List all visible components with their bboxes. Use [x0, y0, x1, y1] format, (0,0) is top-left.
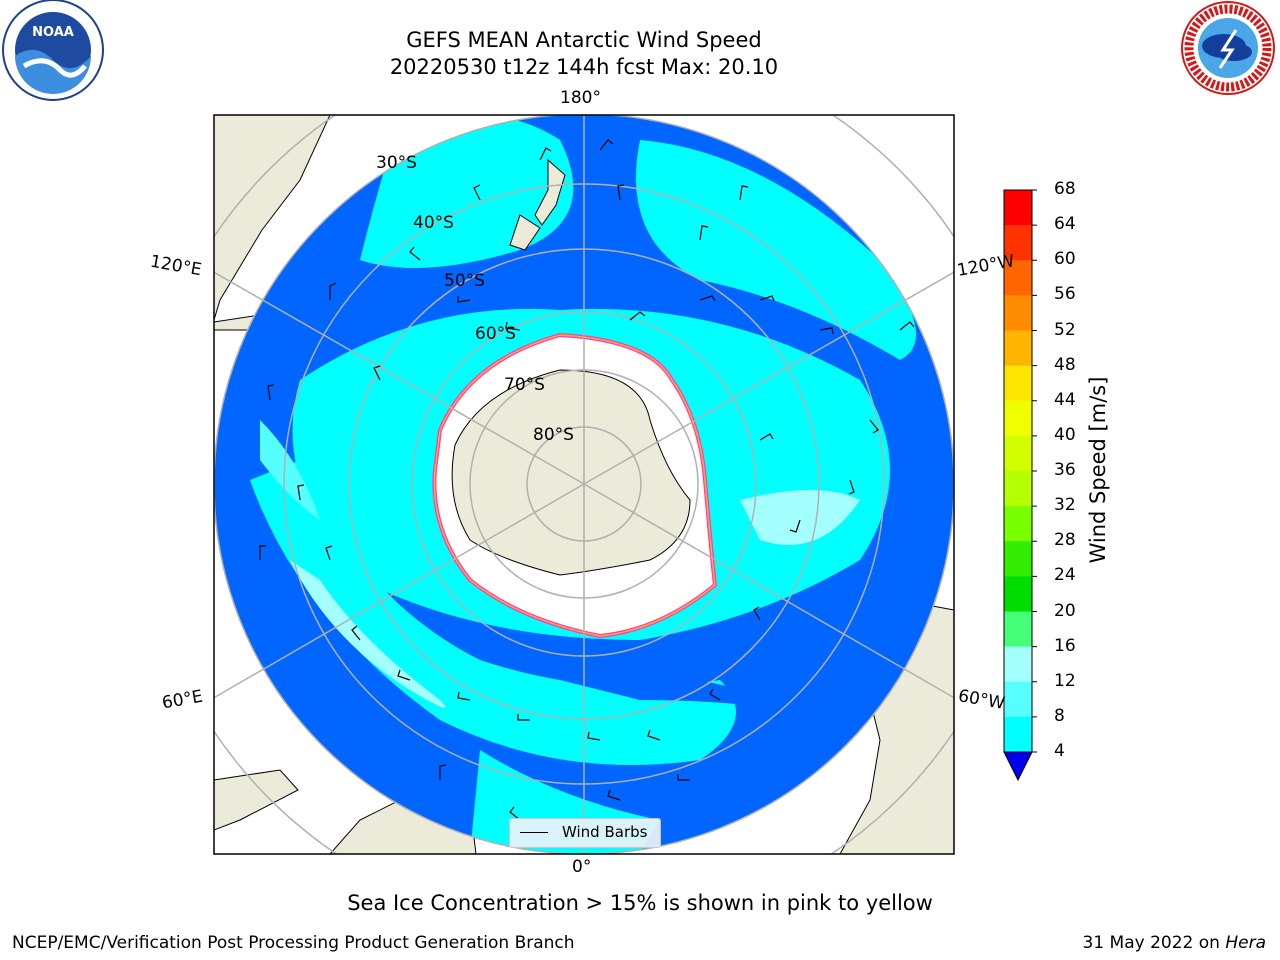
colorbar-segment	[1004, 365, 1032, 402]
colorbar-tick-label: 20	[1054, 600, 1076, 621]
nws-logo-icon	[1181, 1, 1275, 95]
colorbar-segment	[1004, 646, 1032, 683]
colorbar-tick-label: 12	[1054, 670, 1076, 691]
colorbar-tick-label: 56	[1054, 284, 1076, 305]
colorbar-tick-label: 60	[1054, 249, 1076, 270]
colorbar-label: Wind Speed [m/s]	[1086, 376, 1110, 564]
colorbar-segment	[1004, 190, 1032, 226]
colorbar-segment	[1004, 225, 1032, 261]
footer-branch: NCEP/EMC/Verification Post Processing Pr…	[12, 933, 575, 953]
legend-label: Wind Barbs	[562, 823, 648, 841]
colorbar-segment	[1004, 506, 1032, 542]
lat-label-80s: 80°S	[533, 425, 574, 445]
colorbar-segment	[1004, 611, 1032, 648]
chart-title: GEFS MEAN Antarctic Wind Speed	[406, 28, 762, 52]
colorbar-segment	[1004, 260, 1032, 296]
colorbar	[1003, 189, 1037, 782]
colorbar-segment	[1004, 681, 1032, 718]
colorbar-extend-arrow	[1003, 751, 1033, 782]
colorbar-segment	[1004, 400, 1032, 437]
colorbar-tick-label: 4	[1054, 741, 1065, 761]
colorbar-tick-label: 24	[1054, 565, 1076, 586]
colorbar-tick-label: 52	[1054, 319, 1076, 340]
lat-label-40s: 40°S	[413, 213, 454, 233]
colorbar-tick-label: 44	[1054, 389, 1076, 410]
colorbar-tick-label: 68	[1054, 179, 1076, 199]
chart-subtitle: 20220530 t12z 144h fcst Max: 20.10	[389, 55, 779, 79]
lat-label-50s: 50°S	[444, 271, 485, 291]
noaa-logo-text: NOAA	[32, 25, 74, 40]
colorbar-segment	[1004, 435, 1032, 472]
colorbar-segment	[1004, 541, 1032, 577]
footer-date: 31 May 2022 on Hera	[1083, 933, 1267, 953]
lat-label-30s: 30°S	[376, 153, 417, 173]
colorbar-tick-label: 8	[1054, 705, 1065, 726]
footer-system: Hera	[1225, 933, 1266, 953]
lat-label-70s: 70°S	[504, 375, 545, 395]
colorbar-segment	[1004, 295, 1032, 331]
colorbar-tick-label: 40	[1054, 424, 1076, 445]
colorbar-tick-label: 64	[1054, 214, 1076, 235]
lon-label-top: 180°	[560, 88, 601, 108]
colorbar-segment	[1004, 716, 1032, 753]
colorbar-segment	[1004, 576, 1032, 612]
sea-ice-caption: Sea Ice Concentration > 15% is shown in …	[347, 891, 933, 915]
lon-label-bottom: 0°	[572, 857, 592, 877]
colorbar-tick-label: 32	[1054, 495, 1076, 516]
colorbar-tick-label: 28	[1054, 530, 1076, 551]
lat-label-60s: 60°S	[475, 324, 516, 344]
footer-date-text: 31 May 2022 on	[1082, 933, 1226, 953]
colorbar-tick-label: 16	[1054, 635, 1076, 656]
colorbar-tick-label: 48	[1054, 354, 1076, 375]
colorbar-segment	[1004, 330, 1032, 367]
legend-line-icon	[520, 832, 548, 833]
noaa-logo-icon: NOAA	[2, 0, 104, 101]
colorbar-tick-label: 36	[1054, 460, 1076, 480]
legend: Wind Barbs	[509, 818, 661, 848]
colorbar-segment	[1004, 471, 1032, 507]
